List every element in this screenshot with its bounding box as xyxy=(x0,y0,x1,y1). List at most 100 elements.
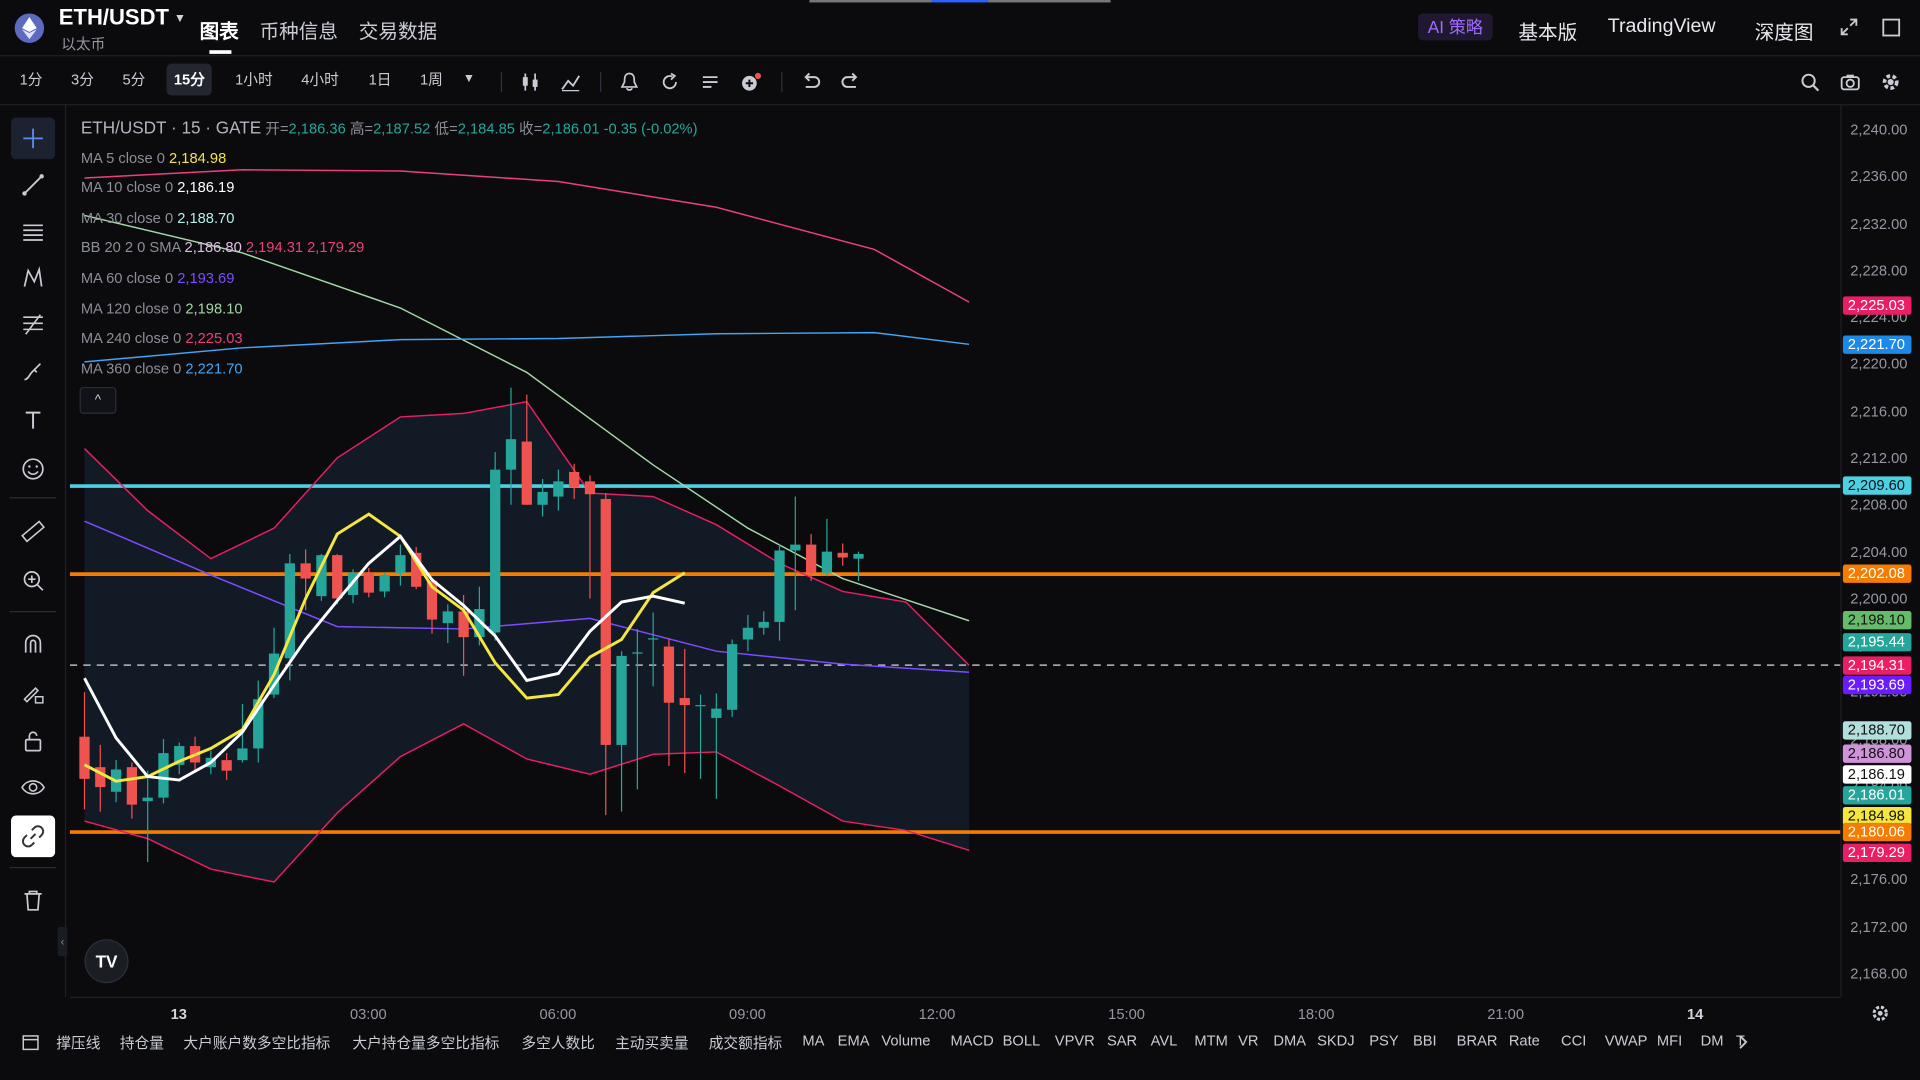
timeframe-4h[interactable]: 4小时 xyxy=(301,71,339,89)
candle-body xyxy=(332,555,343,599)
basic-view-link[interactable]: 基本版 xyxy=(1518,23,1578,45)
indicator-button[interactable]: EMA xyxy=(837,1032,870,1050)
sidebar-collapse-handle[interactable]: ‹ xyxy=(57,926,68,957)
price-axis[interactable]: 2,240.00 2,236.00 2,232.00 2,228.00 2,224.00… xyxy=(1840,105,1920,997)
timeframe-1w[interactable]: 1周 xyxy=(420,71,443,89)
tab-trade-data[interactable]: 交易数据 xyxy=(358,22,438,43)
tab-chart[interactable]: 图表 xyxy=(199,22,239,43)
candle-body xyxy=(632,652,643,654)
time-axis[interactable]: 13 03:00 06:00 09:00 12:00 15:00 18:00 21:00 14 xyxy=(69,996,1841,1029)
tradingview-logo[interactable]: TV xyxy=(84,939,129,984)
indicator-button[interactable]: BOLL xyxy=(1002,1032,1041,1050)
indicator-button[interactable]: VR xyxy=(1238,1032,1259,1050)
indicator-button[interactable]: 主动买卖量 xyxy=(615,1034,689,1052)
tab-coin-info[interactable]: 币种信息 xyxy=(259,22,338,43)
indicator-button[interactable]: DMA xyxy=(1273,1032,1307,1050)
pair-selector[interactable]: ETH/USDT xyxy=(58,4,169,30)
chevron-down-icon[interactable]: ▼ xyxy=(173,12,187,26)
legend-study-row[interactable]: MA 60 close 0 2,193.69 xyxy=(81,268,698,298)
lock-tool[interactable] xyxy=(11,720,55,762)
calendar-icon[interactable] xyxy=(22,1033,39,1051)
timeframe-dropdown-chevron-icon[interactable]: ▼ xyxy=(462,72,475,86)
candle-body xyxy=(805,544,817,573)
indicator-button[interactable]: T xyxy=(1735,1032,1745,1050)
legend-study-row[interactable]: MA 5 close 0 2,184.98 xyxy=(81,148,698,178)
chart-area[interactable] xyxy=(69,105,1841,996)
link-tool[interactable] xyxy=(11,815,56,858)
indicator-button[interactable]: 撑压线 xyxy=(56,1034,101,1052)
indicator-button[interactable]: BBI xyxy=(1412,1032,1437,1050)
magnet-tool[interactable] xyxy=(11,623,55,665)
fib-tool[interactable] xyxy=(11,304,55,346)
indicator-button[interactable]: MACD xyxy=(950,1032,994,1050)
indicator-button[interactable]: VPVR xyxy=(1054,1032,1095,1050)
visibility-tool[interactable] xyxy=(11,767,55,809)
legend-study-row[interactable]: MA 360 close 0 2,221.70 xyxy=(81,358,698,388)
expand-icon[interactable] xyxy=(1840,18,1858,36)
indicator-button[interactable]: MTM xyxy=(1194,1032,1228,1050)
top-progress-strip xyxy=(809,0,932,3)
ruler-tool[interactable] xyxy=(11,511,55,553)
brush-tool[interactable] xyxy=(11,350,55,392)
indicators-icon[interactable] xyxy=(560,71,582,93)
legend-study-row[interactable]: MA 30 close 0 2,188.70 xyxy=(81,208,698,238)
indicator-button[interactable]: MA xyxy=(802,1032,825,1050)
indicator-button[interactable]: Rate xyxy=(1508,1032,1540,1050)
undo-icon[interactable] xyxy=(800,71,822,93)
trend-line-tool[interactable] xyxy=(11,164,55,206)
emoji-tool[interactable] xyxy=(11,448,55,490)
candlestick-chart[interactable] xyxy=(69,105,1841,996)
horizontal-lines-tool[interactable] xyxy=(11,211,55,253)
crosshair-tool[interactable] xyxy=(11,117,56,160)
indicator-button[interactable]: 多空人数比 xyxy=(521,1034,595,1052)
tradingview-link[interactable]: TradingView xyxy=(1607,15,1716,37)
timeframe-1d[interactable]: 1日 xyxy=(368,71,392,89)
indicator-button[interactable]: Volume xyxy=(881,1032,931,1050)
search-icon[interactable] xyxy=(1799,71,1821,93)
alert-bell-icon[interactable] xyxy=(618,71,640,93)
indicator-button[interactable]: 大户账户数多空比指标 xyxy=(183,1034,331,1052)
legend-collapse-button[interactable]: ^ xyxy=(79,386,117,414)
time-tick-label: 06:00 xyxy=(539,1005,577,1023)
timeframe-5m[interactable]: 5分 xyxy=(122,71,146,89)
indicator-button[interactable]: MFI xyxy=(1656,1032,1683,1050)
indicator-button[interactable]: CCI xyxy=(1560,1032,1587,1050)
window-icon[interactable] xyxy=(1882,18,1901,37)
depth-chart-link[interactable]: 深度图 xyxy=(1754,23,1814,45)
templates-icon[interactable] xyxy=(699,71,721,93)
indicator-button[interactable]: VWAP xyxy=(1604,1032,1648,1050)
indicator-button[interactable]: BRAR xyxy=(1456,1032,1498,1050)
lock-pen-tool[interactable] xyxy=(11,672,55,714)
candle-type-icon[interactable] xyxy=(519,71,541,93)
legend-study-row[interactable]: MA 120 close 0 2,198.10 xyxy=(81,298,698,328)
pattern-tool[interactable] xyxy=(11,257,55,299)
ai-strategy-button[interactable]: AI 策略 xyxy=(1417,13,1493,41)
replay-icon[interactable] xyxy=(659,71,681,93)
legend-study-row[interactable]: MA 10 close 0 2,186.19 xyxy=(81,178,698,208)
indicator-button[interactable]: SKDJ xyxy=(1317,1032,1355,1050)
legend-study-row[interactable]: MA 240 close 0 2,225.03 xyxy=(81,328,698,358)
zoom-tool[interactable] xyxy=(11,560,55,602)
camera-icon[interactable] xyxy=(1839,71,1861,93)
timeframe-1m[interactable]: 1分 xyxy=(19,71,43,89)
indicator-button[interactable]: 持仓量 xyxy=(119,1034,164,1052)
axis-settings-gear-icon[interactable] xyxy=(1871,1004,1889,1022)
ruler-icon xyxy=(21,520,45,543)
indicator-button[interactable]: PSY xyxy=(1369,1032,1399,1050)
timeframe-1h[interactable]: 1小时 xyxy=(235,71,273,89)
delete-tool[interactable] xyxy=(11,879,55,921)
timeframe-15m[interactable]: 15分 xyxy=(166,63,213,96)
add-plugin-icon[interactable] xyxy=(740,71,762,93)
indicator-button[interactable]: 成交额指标 xyxy=(708,1034,783,1052)
indicator-button[interactable]: AVL xyxy=(1150,1032,1178,1050)
indicator-button[interactable]: DM xyxy=(1700,1032,1724,1050)
chevron-right-icon[interactable] xyxy=(1736,1035,1748,1050)
legend-study-row[interactable]: BB 20 2 0 SMA 2,186.80 2,194.31 2,179.29 xyxy=(81,238,698,268)
text-tool[interactable] xyxy=(11,399,55,441)
timeframe-3m[interactable]: 3分 xyxy=(71,71,94,89)
gear-icon[interactable] xyxy=(1880,71,1902,93)
redo-icon[interactable] xyxy=(840,71,862,93)
indicator-button[interactable]: 大户持仓量多空比指标 xyxy=(352,1034,500,1052)
time-tick-label: 12:00 xyxy=(918,1005,956,1023)
indicator-button[interactable]: SAR xyxy=(1106,1032,1138,1050)
